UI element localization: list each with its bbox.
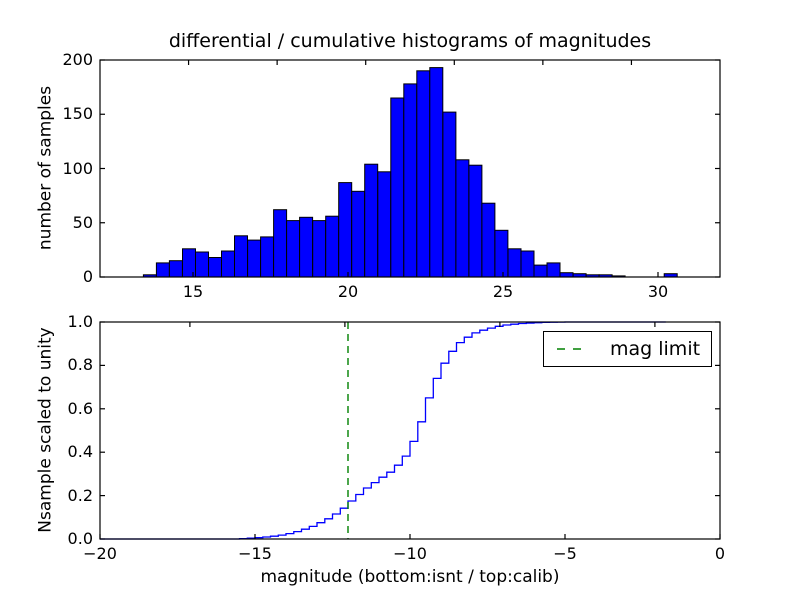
histogram-bar bbox=[325, 215, 340, 278]
histogram-bar bbox=[168, 260, 183, 278]
histogram-bar bbox=[338, 182, 353, 278]
histogram-bar bbox=[546, 262, 561, 278]
x-tick-label: −15 bbox=[238, 544, 272, 563]
histogram-bar bbox=[559, 272, 574, 278]
y-tick-label: 0.4 bbox=[67, 442, 93, 462]
histogram-bar bbox=[468, 164, 483, 278]
histogram-bar bbox=[416, 70, 431, 278]
y-tick-label: 200 bbox=[62, 50, 93, 69]
histogram-bar bbox=[377, 171, 392, 278]
histogram-bar bbox=[481, 202, 496, 278]
y-tick-label: 50 bbox=[72, 212, 93, 232]
y-tick-label: 0.6 bbox=[67, 398, 93, 418]
histogram-bar bbox=[260, 236, 275, 278]
histogram-bar bbox=[429, 67, 444, 278]
legend-dashed-line-sample bbox=[557, 348, 587, 350]
histogram-bar bbox=[195, 251, 209, 278]
histogram-bar bbox=[364, 163, 379, 278]
histogram-bar bbox=[507, 248, 522, 278]
y-tick-label: 0.8 bbox=[67, 355, 93, 375]
histogram-bar bbox=[312, 220, 327, 278]
legend-box: mag limit bbox=[543, 331, 712, 367]
y-tick-label: 0.0 bbox=[67, 529, 93, 548]
x-tick-label: 0 bbox=[714, 544, 726, 563]
x-tick-label: −10 bbox=[393, 544, 427, 563]
legend-label: mag limit bbox=[610, 338, 701, 360]
histogram-bar bbox=[299, 216, 314, 278]
y-tick-label: 0.2 bbox=[67, 485, 93, 505]
histogram-bar bbox=[221, 250, 235, 278]
x-tick-label: −5 bbox=[553, 544, 577, 563]
histogram-bar bbox=[520, 250, 535, 278]
histogram-bar bbox=[455, 159, 470, 278]
x-tick-label: −20 bbox=[83, 544, 117, 563]
histogram-bar bbox=[208, 257, 222, 278]
histogram-bar bbox=[351, 190, 366, 278]
x-tick-label: 25 bbox=[492, 282, 514, 301]
y-tick-label: 100 bbox=[62, 158, 93, 178]
histogram-bar bbox=[247, 239, 262, 278]
y-tick-label: 1.0 bbox=[67, 312, 93, 331]
histogram-bar bbox=[273, 209, 288, 278]
plot-title: differential / cumulative histograms of … bbox=[168, 30, 652, 52]
y-tick-label: 150 bbox=[62, 104, 93, 124]
bottom-plot-ylabel: Nsample scaled to unity bbox=[35, 327, 56, 533]
x-axis-label: magnitude (bottom:isnt / top:calib) bbox=[260, 567, 560, 587]
y-tick-label: 0 bbox=[82, 267, 93, 286]
histogram-bar bbox=[442, 111, 457, 278]
x-tick-label: 20 bbox=[337, 282, 359, 301]
x-tick-label: 15 bbox=[182, 282, 204, 301]
histogram-bar bbox=[234, 235, 248, 278]
histogram-bar bbox=[155, 262, 170, 278]
x-tick-label: 30 bbox=[647, 282, 669, 301]
histogram-bar bbox=[494, 229, 509, 278]
histogram-bar bbox=[403, 83, 418, 278]
histogram-bar bbox=[533, 264, 548, 278]
histogram-bar bbox=[286, 220, 301, 278]
histogram-bar bbox=[390, 97, 405, 278]
